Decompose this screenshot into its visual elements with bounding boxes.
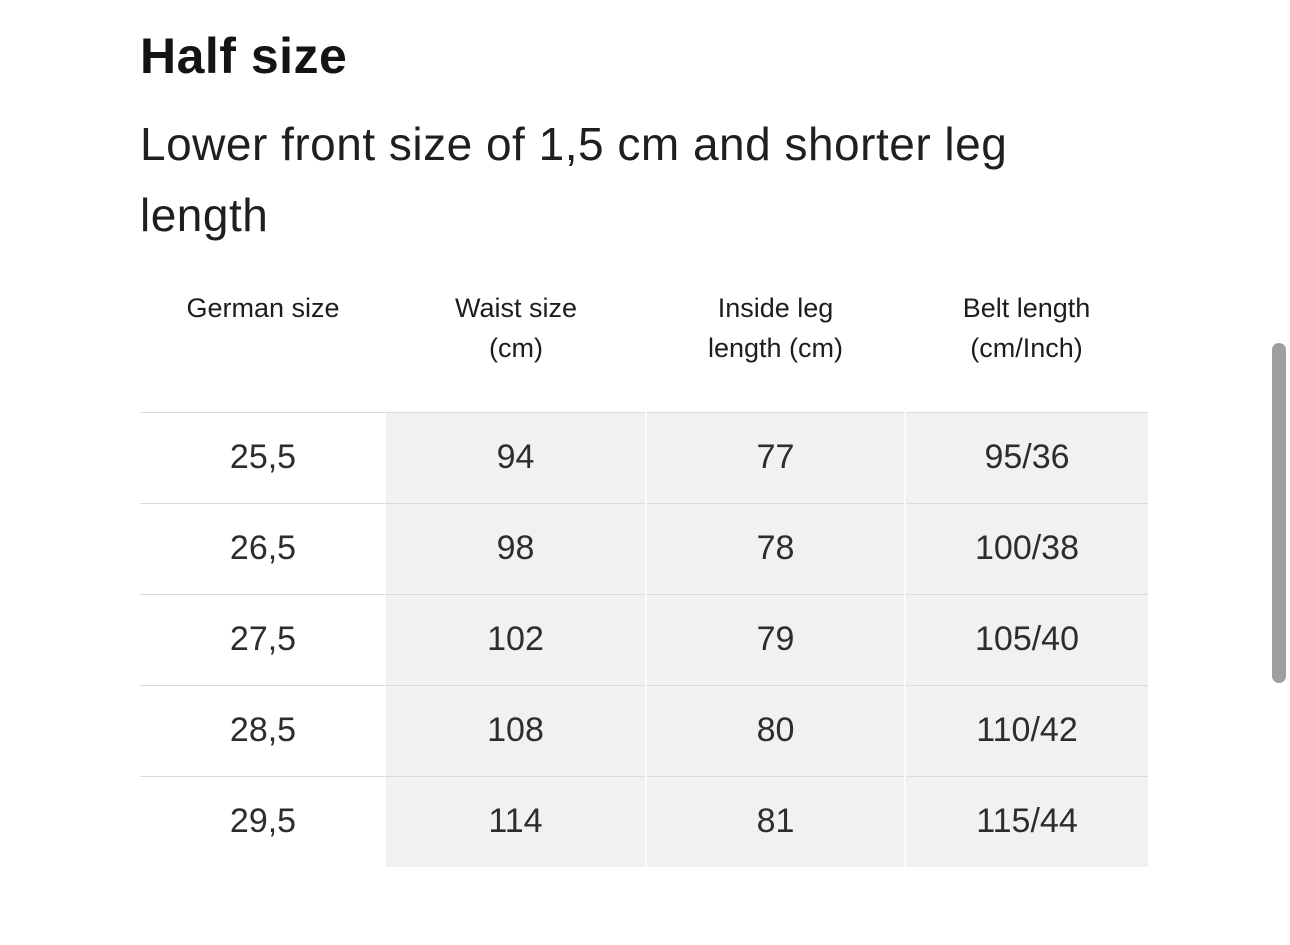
table-cell-r5-c2: 114 <box>386 775 646 867</box>
table-cell-r4-c2: 108 <box>386 684 646 776</box>
page-subtitle-line-1: Lower front size of 1,5 cm and shorter l… <box>140 117 1008 170</box>
table-cell-r2-c3: 78 <box>645 502 905 594</box>
column-header-1: German size <box>140 288 386 413</box>
table-cell-r1-c1: 25,5 <box>140 411 386 503</box>
column-header-1-line-1: German size <box>186 292 340 323</box>
size-table-head: German size Waist size (cm) Inside leg lengt… <box>140 288 1148 413</box>
column-header-2-line-1: Waist size <box>454 292 577 323</box>
table-cell-r2-c2: 98 <box>386 502 646 594</box>
column-header-2: Waist size (cm) <box>386 288 646 413</box>
table-row-2: 26,5 98 78 100/38 <box>140 502 1148 594</box>
column-header-3-line-1: Inside leg <box>717 292 834 323</box>
vertical-scrollbar-thumb[interactable] <box>1272 343 1286 683</box>
table-cell-r1-c3: 77 <box>645 411 905 503</box>
table-cell-r2-c1: 26,5 <box>140 502 386 594</box>
table-row-4: 28,5 108 80 110/42 <box>140 684 1148 776</box>
column-header-3: Inside leg length (cm) <box>646 288 905 413</box>
table-cell-r3-c3: 79 <box>645 593 905 685</box>
column-header-2-line-2: (cm) <box>489 332 543 363</box>
page-subtitle: Lower front size of 1,5 cm and shorter l… <box>140 109 1290 251</box>
size-table-body: 25,5 94 77 95/36 26,5 98 78 100/38 27,5 102 79 105/… <box>140 411 1148 867</box>
column-header-3-line-2: length (cm) <box>707 332 844 363</box>
table-row-5: 29,5 114 81 115/44 <box>140 775 1148 867</box>
column-header-4: Belt length (cm/Inch) <box>905 288 1148 413</box>
table-cell-r1-c4: 95/36 <box>904 411 1148 503</box>
page-subtitle-line-2: length <box>140 188 269 241</box>
header-row: German size Waist size (cm) Inside leg lengt… <box>140 288 1148 413</box>
table-cell-r3-c2: 102 <box>386 593 646 685</box>
table-cell-r5-c3: 81 <box>645 775 905 867</box>
table-cell-r4-c4: 110/42 <box>904 684 1148 776</box>
table-cell-r3-c4: 105/40 <box>904 593 1148 685</box>
page-title: Half size <box>140 28 348 84</box>
table-row-3: 27,5 102 79 105/40 <box>140 593 1148 685</box>
table-cell-r1-c2: 94 <box>386 411 646 503</box>
table-cell-r3-c1: 27,5 <box>140 593 386 685</box>
table-cell-r5-c4: 115/44 <box>904 775 1148 867</box>
table-cell-r2-c4: 100/38 <box>904 502 1148 594</box>
table-row-1: 25,5 94 77 95/36 <box>140 411 1148 503</box>
column-header-4-line-2: (cm/Inch) <box>970 332 1083 363</box>
column-header-4-line-1: Belt length <box>962 292 1091 323</box>
table-cell-r5-c1: 29,5 <box>140 775 386 867</box>
table-cell-r4-c1: 28,5 <box>140 684 386 776</box>
size-table: German size Waist size (cm) Inside leg lengt… <box>140 288 1148 867</box>
table-cell-r4-c3: 80 <box>645 684 905 776</box>
